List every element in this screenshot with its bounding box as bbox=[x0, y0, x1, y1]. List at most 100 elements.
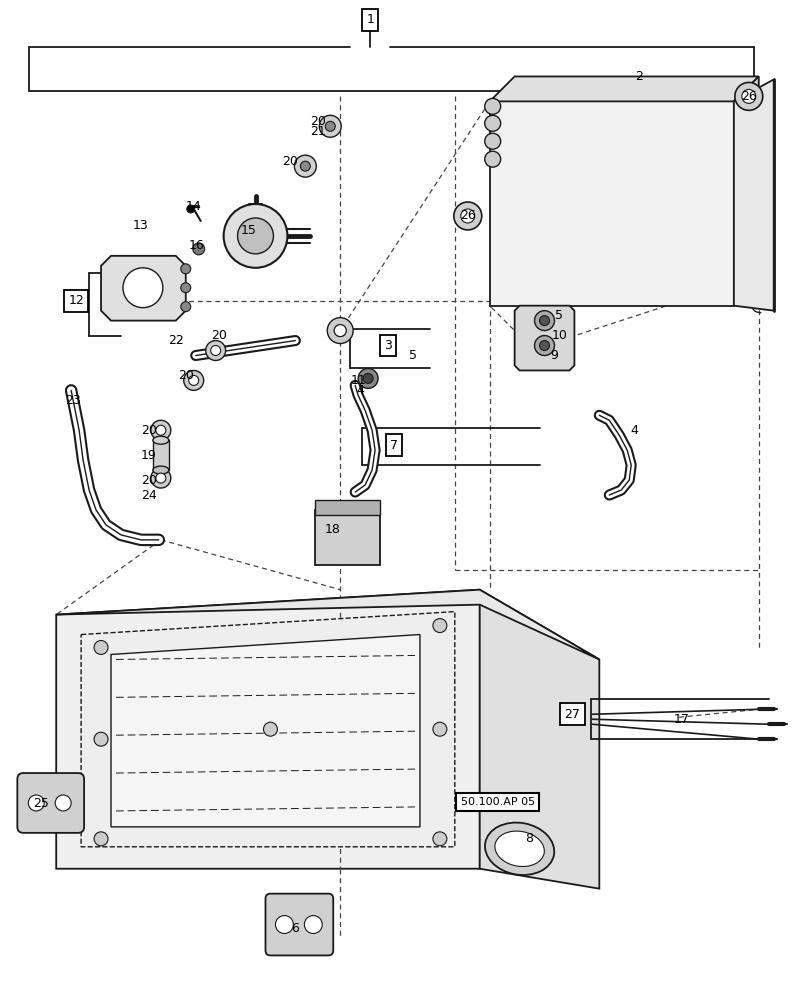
Circle shape bbox=[123, 268, 163, 308]
Text: 2: 2 bbox=[635, 70, 643, 83]
Circle shape bbox=[335, 325, 346, 337]
Text: 20: 20 bbox=[283, 155, 298, 168]
Circle shape bbox=[485, 115, 501, 131]
Text: 25: 25 bbox=[33, 797, 49, 810]
Circle shape bbox=[183, 370, 204, 390]
Text: 17: 17 bbox=[674, 713, 690, 726]
Circle shape bbox=[189, 375, 199, 385]
Circle shape bbox=[94, 832, 108, 846]
Circle shape bbox=[335, 325, 346, 337]
Text: 11: 11 bbox=[351, 374, 366, 387]
Text: 8: 8 bbox=[525, 832, 533, 845]
Text: 10: 10 bbox=[552, 329, 567, 342]
Text: 18: 18 bbox=[324, 523, 340, 536]
FancyBboxPatch shape bbox=[315, 510, 380, 565]
Text: 12: 12 bbox=[68, 294, 84, 307]
Circle shape bbox=[485, 133, 501, 149]
Text: 5: 5 bbox=[409, 349, 417, 362]
Polygon shape bbox=[490, 101, 734, 306]
Ellipse shape bbox=[485, 823, 554, 875]
Text: 24: 24 bbox=[141, 489, 157, 502]
Circle shape bbox=[211, 346, 221, 355]
Polygon shape bbox=[111, 635, 420, 827]
Circle shape bbox=[742, 89, 755, 103]
Circle shape bbox=[485, 151, 501, 167]
Circle shape bbox=[151, 420, 170, 440]
Circle shape bbox=[358, 368, 378, 388]
Polygon shape bbox=[490, 76, 759, 101]
Ellipse shape bbox=[494, 831, 545, 867]
Text: 20: 20 bbox=[141, 424, 157, 437]
Polygon shape bbox=[101, 256, 186, 321]
Text: 3: 3 bbox=[384, 339, 392, 352]
Text: 20: 20 bbox=[141, 474, 157, 487]
Circle shape bbox=[156, 473, 166, 483]
Circle shape bbox=[94, 641, 108, 654]
Circle shape bbox=[433, 832, 447, 846]
Circle shape bbox=[276, 916, 293, 934]
Text: 9: 9 bbox=[550, 349, 558, 362]
Circle shape bbox=[328, 319, 352, 343]
Text: 4: 4 bbox=[356, 384, 364, 397]
Circle shape bbox=[181, 264, 191, 274]
Circle shape bbox=[187, 205, 195, 213]
Circle shape bbox=[535, 311, 554, 331]
Circle shape bbox=[461, 209, 475, 223]
Circle shape bbox=[181, 302, 191, 312]
Text: 20: 20 bbox=[178, 369, 194, 382]
Circle shape bbox=[206, 341, 225, 360]
Circle shape bbox=[540, 341, 549, 351]
Circle shape bbox=[181, 283, 191, 293]
Text: 27: 27 bbox=[565, 708, 580, 721]
Circle shape bbox=[94, 732, 108, 746]
Circle shape bbox=[238, 218, 273, 254]
Text: 23: 23 bbox=[65, 394, 81, 407]
Polygon shape bbox=[81, 612, 455, 847]
Text: 13: 13 bbox=[133, 219, 149, 232]
Polygon shape bbox=[57, 590, 480, 869]
Text: 7: 7 bbox=[390, 439, 398, 452]
Circle shape bbox=[55, 795, 71, 811]
Polygon shape bbox=[57, 590, 600, 659]
Circle shape bbox=[433, 619, 447, 633]
FancyBboxPatch shape bbox=[266, 894, 333, 955]
Text: 21: 21 bbox=[310, 125, 326, 138]
Circle shape bbox=[454, 202, 482, 230]
Circle shape bbox=[263, 722, 277, 736]
Circle shape bbox=[224, 204, 288, 268]
Text: 22: 22 bbox=[168, 334, 183, 347]
Polygon shape bbox=[480, 590, 600, 889]
Text: 19: 19 bbox=[141, 449, 157, 462]
Text: 5: 5 bbox=[555, 309, 563, 322]
Text: 16: 16 bbox=[189, 239, 204, 252]
Circle shape bbox=[319, 115, 341, 137]
Text: 6: 6 bbox=[292, 922, 299, 935]
Text: 26: 26 bbox=[741, 90, 756, 103]
Circle shape bbox=[151, 468, 170, 488]
Circle shape bbox=[193, 243, 204, 255]
Circle shape bbox=[327, 318, 353, 344]
Polygon shape bbox=[515, 306, 574, 370]
Circle shape bbox=[156, 425, 166, 435]
Circle shape bbox=[28, 795, 44, 811]
Circle shape bbox=[363, 373, 373, 383]
Ellipse shape bbox=[153, 436, 169, 444]
Circle shape bbox=[294, 155, 316, 177]
Circle shape bbox=[540, 316, 549, 326]
FancyBboxPatch shape bbox=[17, 773, 84, 833]
Circle shape bbox=[433, 722, 447, 736]
Text: 26: 26 bbox=[460, 209, 476, 222]
Polygon shape bbox=[734, 79, 774, 311]
Ellipse shape bbox=[153, 466, 169, 474]
FancyBboxPatch shape bbox=[153, 440, 169, 470]
Circle shape bbox=[734, 82, 763, 110]
Text: 4: 4 bbox=[630, 424, 638, 437]
Circle shape bbox=[535, 336, 554, 355]
FancyBboxPatch shape bbox=[315, 500, 380, 515]
Circle shape bbox=[301, 161, 310, 171]
Circle shape bbox=[326, 121, 335, 131]
Polygon shape bbox=[734, 76, 759, 306]
Text: 20: 20 bbox=[211, 329, 226, 342]
Text: 15: 15 bbox=[241, 224, 256, 237]
Text: 50.100.AP 05: 50.100.AP 05 bbox=[461, 797, 535, 807]
